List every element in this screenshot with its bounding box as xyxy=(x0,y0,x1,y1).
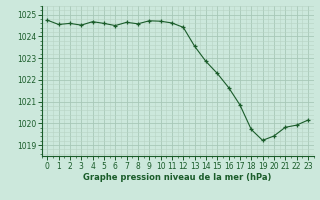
X-axis label: Graphe pression niveau de la mer (hPa): Graphe pression niveau de la mer (hPa) xyxy=(84,173,272,182)
